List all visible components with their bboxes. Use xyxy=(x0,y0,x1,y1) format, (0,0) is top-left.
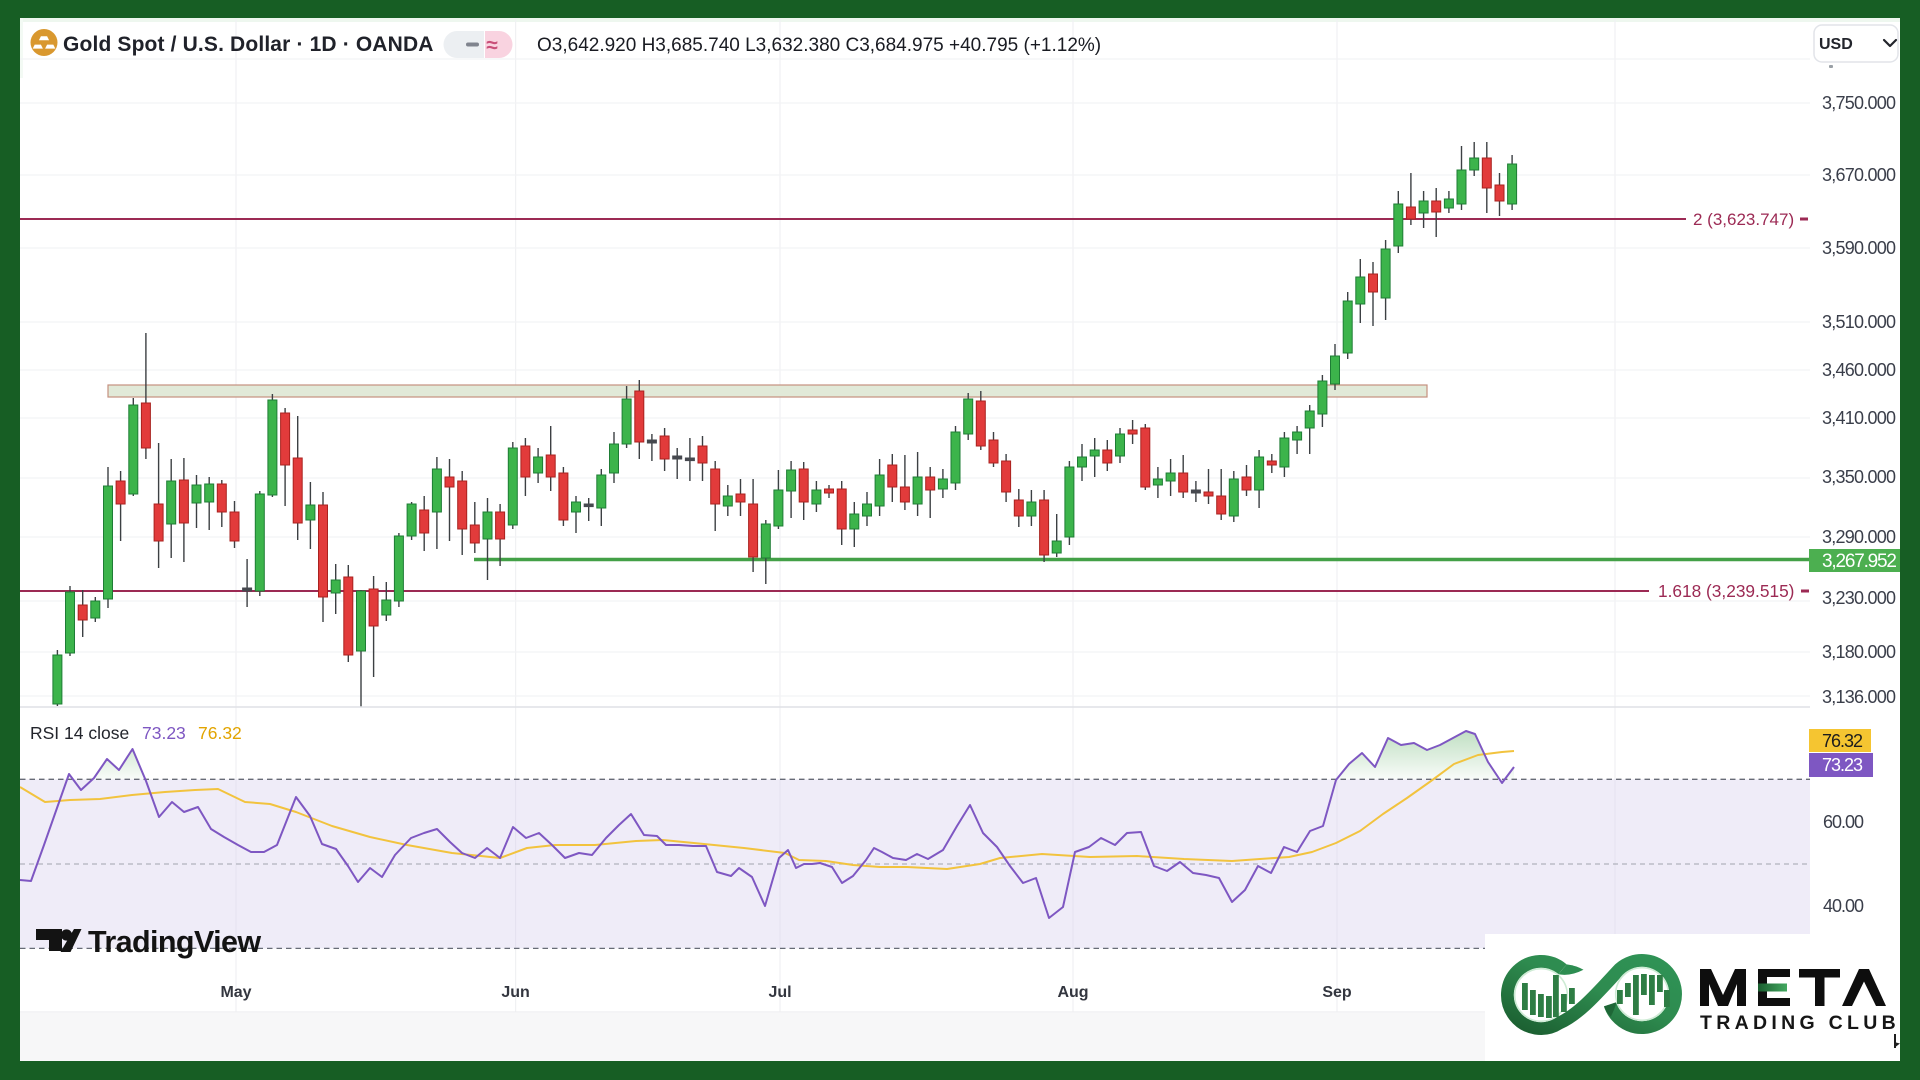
svg-text:3,750.000: 3,750.000 xyxy=(1822,93,1896,113)
svg-text:3,290.000: 3,290.000 xyxy=(1822,527,1896,547)
svg-text:May: May xyxy=(220,984,251,1001)
svg-text:1.618 (3,239.515): 1.618 (3,239.515) xyxy=(1658,581,1794,601)
svg-text:TradingView: TradingView xyxy=(88,925,261,959)
svg-text:2 (3,623.747): 2 (3,623.747) xyxy=(1693,210,1794,229)
svg-text:Sep: Sep xyxy=(1322,984,1352,1001)
svg-text:3,410.000: 3,410.000 xyxy=(1822,408,1896,428)
svg-text:3,350.000: 3,350.000 xyxy=(1822,467,1896,487)
svg-text:40.00: 40.00 xyxy=(1823,896,1864,916)
svg-text:60.00: 60.00 xyxy=(1823,812,1864,832)
svg-text:3,136.000: 3,136.000 xyxy=(1822,687,1896,707)
svg-text:73.23: 73.23 xyxy=(142,723,186,743)
svg-text:73.23: 73.23 xyxy=(1822,755,1863,775)
svg-text:Aug: Aug xyxy=(1057,984,1088,1001)
svg-text:O3,642.920 H3,685.740 L3,632.3: O3,642.920 H3,685.740 L3,632.380 C3,684.… xyxy=(537,35,1101,56)
svg-text:3,230.000: 3,230.000 xyxy=(1822,588,1896,608)
svg-text:3,180.000: 3,180.000 xyxy=(1822,642,1896,662)
svg-text:Gold Spot / U.S. Dollar · 1D ·: Gold Spot / U.S. Dollar · 1D · OANDA xyxy=(63,33,434,56)
svg-text:RSI 14 close: RSI 14 close xyxy=(30,723,129,743)
svg-text:Jun: Jun xyxy=(501,984,529,1001)
svg-text:76.32: 76.32 xyxy=(198,723,242,743)
svg-text:3,590.000: 3,590.000 xyxy=(1822,238,1896,258)
svg-text:76.32: 76.32 xyxy=(1822,731,1863,751)
svg-text:Jul: Jul xyxy=(768,984,791,1001)
svg-text:3,267.952: 3,267.952 xyxy=(1822,551,1897,572)
svg-text:3,460.000: 3,460.000 xyxy=(1822,360,1896,380)
svg-text:3,670.000: 3,670.000 xyxy=(1822,165,1896,185)
svg-text:3,510.000: 3,510.000 xyxy=(1822,312,1896,332)
svg-text:USD: USD xyxy=(1819,36,1853,53)
svg-text:TRADING CLUB: TRADING CLUB xyxy=(1700,1012,1900,1034)
svg-text:≈: ≈ xyxy=(486,34,498,57)
